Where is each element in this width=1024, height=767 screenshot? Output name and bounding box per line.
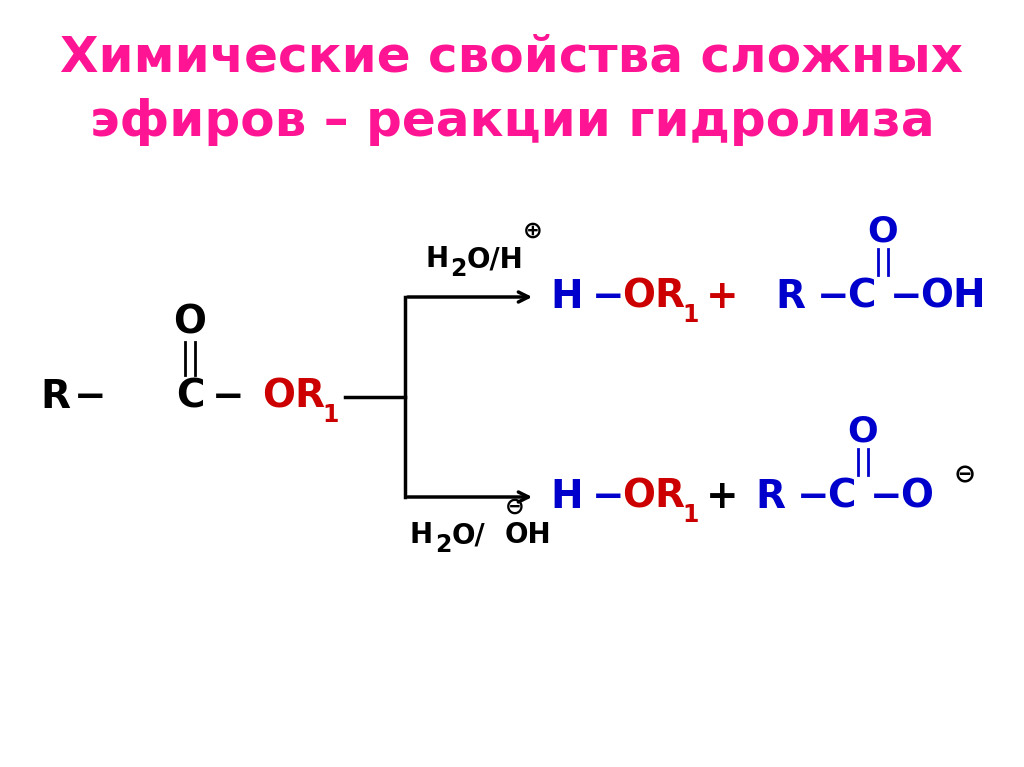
Text: −: −: [212, 378, 245, 416]
Text: O: O: [900, 478, 933, 516]
Text: R: R: [755, 478, 785, 516]
Text: OH: OH: [920, 278, 986, 316]
Text: 2: 2: [435, 533, 452, 557]
Text: −: −: [870, 478, 902, 516]
Text: O: O: [173, 303, 207, 341]
Text: C: C: [176, 378, 204, 416]
Text: Химические свойства сложных: Химические свойства сложных: [60, 33, 964, 81]
Text: −: −: [817, 278, 850, 316]
Text: R: R: [40, 378, 70, 416]
Text: 1: 1: [682, 303, 698, 327]
Text: H: H: [550, 278, 583, 316]
Text: OR: OR: [622, 278, 685, 316]
Text: ⊕: ⊕: [523, 219, 543, 243]
Text: 2: 2: [450, 257, 466, 281]
Text: ⊖: ⊖: [505, 495, 525, 519]
Text: H: H: [425, 245, 449, 273]
Text: H: H: [410, 521, 433, 549]
Text: OR: OR: [262, 378, 325, 416]
Text: O: O: [867, 215, 898, 249]
Text: C: C: [827, 478, 855, 516]
Text: 1: 1: [322, 403, 338, 427]
Text: O/: O/: [452, 521, 485, 549]
Text: +: +: [706, 278, 738, 316]
Text: −: −: [592, 278, 625, 316]
Text: O: O: [848, 415, 879, 449]
Text: ⊖: ⊖: [954, 462, 976, 488]
Text: R: R: [775, 278, 805, 316]
Text: H: H: [550, 478, 583, 516]
Text: +: +: [706, 478, 738, 516]
Text: эфиров – реакции гидролиза: эфиров – реакции гидролиза: [90, 98, 934, 146]
Text: 1: 1: [682, 503, 698, 527]
Text: O/H: O/H: [467, 245, 523, 273]
Text: −: −: [890, 278, 923, 316]
Text: −: −: [592, 478, 625, 516]
Text: OH: OH: [505, 521, 552, 549]
Text: −: −: [797, 478, 829, 516]
Text: −: −: [74, 378, 106, 416]
Text: OR: OR: [622, 478, 685, 516]
Text: C: C: [847, 278, 876, 316]
